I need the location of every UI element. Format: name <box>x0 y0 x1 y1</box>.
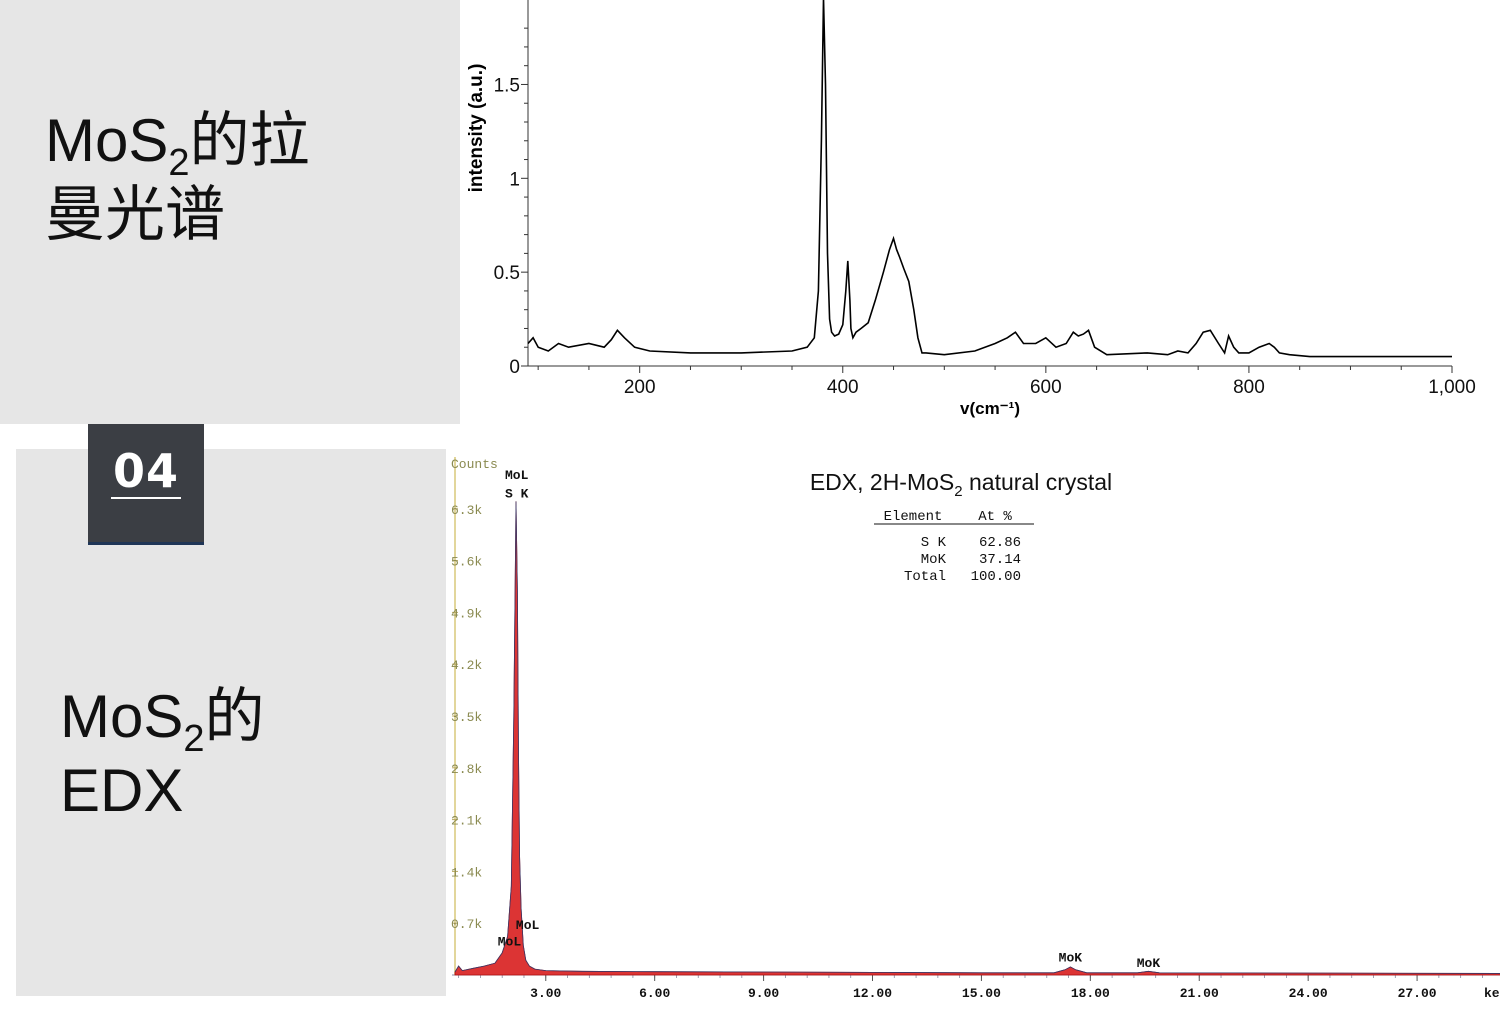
edx-peak-label: MoL <box>498 934 522 949</box>
edx-y-tick-label: 2.1k <box>451 814 482 829</box>
raman-x-tick-label: 800 <box>1233 377 1265 398</box>
edx-section-title: MoS2的 EDX <box>60 683 265 824</box>
raman-y-tick-label: 1 <box>509 169 520 190</box>
edx-peak-label: S K <box>505 487 529 502</box>
edx-table-element: S K <box>921 535 947 551</box>
edx-table-header: At % <box>978 509 1012 525</box>
edx-x-tick-label: 6.00 <box>639 986 670 1001</box>
edx-y-tick-label: 5.6k <box>451 555 482 570</box>
raman-x-label: v(cm⁻¹) <box>960 399 1020 418</box>
raman-label-panel <box>0 0 460 424</box>
edx-x-tick-label: 15.00 <box>962 986 1001 1001</box>
raman-y-label: intensity (a.u.) <box>466 64 487 193</box>
edx-table-value: 62.86 <box>979 535 1021 551</box>
raman-x-tick-label: 200 <box>624 377 656 398</box>
edx-table-element: MoK <box>921 552 947 568</box>
raman-spectrum-line <box>527 0 1452 358</box>
edx-y-tick-label: 4.9k <box>451 606 482 621</box>
edx-table-value: 100.00 <box>971 569 1021 585</box>
edx-y-tick-label: 1.4k <box>451 865 482 880</box>
edx-table-header: Element <box>884 509 943 525</box>
edx-x-tick-label: 18.00 <box>1071 986 1110 1001</box>
raman-y-tick-label: 0.5 <box>494 263 520 284</box>
edx-peak-label: MoL <box>516 918 540 933</box>
edx-y-tick-label: 0.7k <box>451 917 482 932</box>
edx-plot-background <box>446 449 1500 1009</box>
edx-peak-label: MoK <box>1059 951 1083 966</box>
raman-x-tick-label: 600 <box>1030 377 1062 398</box>
section-number: 04 <box>112 444 179 498</box>
raman-y-tick-label: 0 <box>509 357 520 378</box>
edx-x-tick-label: 27.00 <box>1398 986 1437 1001</box>
edx-x-tick-label: 24.00 <box>1289 986 1328 1001</box>
edx-x-tick-label: 3.00 <box>530 986 561 1001</box>
edx-table-element: Total <box>904 569 946 585</box>
raman-y-tick-label: 1.5 <box>494 75 520 96</box>
edx-label-panel <box>16 449 446 996</box>
edx-x-tick-label: 12.00 <box>853 986 892 1001</box>
edx-x-unit: ke <box>1484 986 1500 1001</box>
edx-table-value: 37.14 <box>979 552 1021 568</box>
raman-x-tick-label: 400 <box>827 377 859 398</box>
edx-y-label: Counts <box>451 457 498 472</box>
edx-x-tick-label: 9.00 <box>748 986 779 1001</box>
edx-y-tick-label: 4.2k <box>451 658 482 673</box>
raman-chart: 200 400 600 800 1,000 0 0.5 1 1.5 intensity (a.u… <box>466 0 1476 418</box>
edx-x-tick-label: 21.00 <box>1180 986 1219 1001</box>
edx-y-tick-label: 3.5k <box>451 710 482 725</box>
edx-peak-label: MoL <box>505 468 529 483</box>
raman-section-title: MoS2的拉 曼光谱 <box>45 107 310 248</box>
raman-x-tick-label: 1,000 <box>1428 377 1476 398</box>
edx-composition-table: Element At % S K 62.86 MoK 37.14 Total 100.00 <box>874 509 1034 585</box>
edx-y-tick-label: 2.8k <box>451 762 482 777</box>
edx-spectrum-outline <box>454 501 1500 974</box>
edx-peak-label: MoK <box>1137 956 1161 971</box>
edx-y-tick-label: 6.3k <box>451 503 482 518</box>
edx-chart: Counts 0.7k 1.4k 2.1k 2.8k 3.5k 4.2k 4.9k 5.6k 6… <box>446 449 1500 1009</box>
edx-title: EDX, 2H-MoS2 natural crystal <box>810 469 1112 500</box>
badge-underline <box>111 497 181 499</box>
section-number-badge: 04 <box>88 424 204 545</box>
